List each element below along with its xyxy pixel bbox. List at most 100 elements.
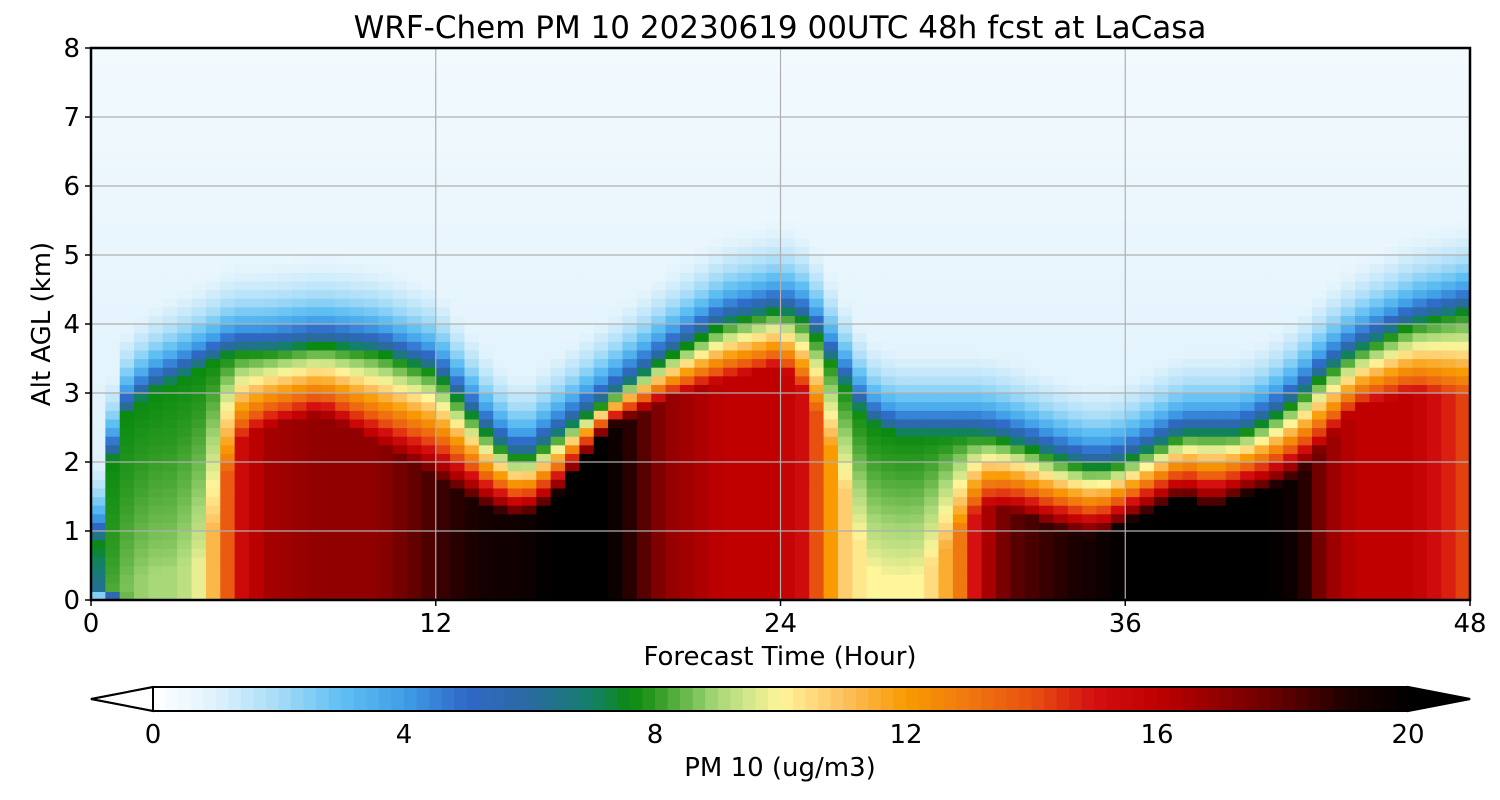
field-cell — [1096, 263, 1112, 273]
field-cell — [1096, 367, 1112, 377]
field-cell — [1096, 280, 1112, 291]
field-cell — [263, 237, 279, 247]
field-cell — [550, 263, 566, 273]
field-cell — [1211, 591, 1227, 600]
field-cell — [205, 220, 221, 230]
field-cell — [766, 91, 782, 101]
field-cell — [464, 358, 480, 368]
field-cell — [205, 513, 221, 523]
field-cell — [407, 548, 422, 558]
field-cell — [837, 522, 853, 532]
field-cell — [550, 410, 566, 420]
field-cell — [952, 531, 968, 541]
field-cell — [1125, 272, 1141, 282]
field-cell — [952, 574, 968, 584]
field-cell — [220, 298, 236, 308]
field-cell — [407, 108, 422, 118]
field-cell — [837, 211, 853, 222]
field-cell — [1182, 82, 1198, 92]
field-cell — [550, 375, 566, 385]
field-cell — [464, 531, 480, 541]
field-cell — [1010, 48, 1026, 58]
field-cell — [579, 574, 595, 584]
field-cell — [263, 418, 279, 429]
field-cell — [866, 556, 882, 567]
field-cell — [593, 548, 609, 558]
field-cell — [464, 125, 480, 135]
field-cell — [134, 108, 150, 118]
field-cell — [708, 341, 724, 351]
field-cell — [1039, 280, 1055, 291]
field-cell — [837, 410, 853, 420]
field-cell — [205, 565, 221, 575]
field-cell — [407, 332, 422, 342]
field-cell — [981, 48, 997, 58]
field-cell — [335, 263, 351, 273]
field-cell — [335, 211, 351, 222]
field-cell — [1197, 341, 1213, 351]
field-cell — [507, 358, 523, 368]
field-cell — [320, 487, 336, 498]
field-cell — [938, 255, 954, 265]
field-cell — [464, 375, 480, 385]
field-cell — [823, 444, 839, 454]
field-cell — [708, 117, 724, 127]
field-cell — [1110, 280, 1126, 291]
field-cell — [1153, 401, 1169, 411]
field-cell — [823, 462, 839, 472]
field-cell — [809, 591, 825, 600]
field-cell — [1153, 548, 1169, 558]
field-cell — [349, 324, 365, 334]
field-cell — [593, 462, 609, 472]
field-cell — [1024, 341, 1040, 351]
field-cell — [708, 332, 724, 342]
field-cell — [1096, 142, 1112, 153]
field-cell — [665, 289, 681, 299]
field-cell — [249, 142, 264, 153]
field-cell — [565, 186, 580, 196]
field-cell — [349, 229, 365, 239]
field-cell — [349, 341, 365, 351]
field-cell — [1010, 315, 1026, 325]
field-cell — [723, 487, 738, 498]
field-cell — [895, 487, 911, 498]
field-cell — [521, 73, 537, 84]
field-cell — [737, 134, 753, 144]
field-cell — [1197, 237, 1213, 247]
field-cell — [507, 194, 523, 204]
field-cell — [608, 203, 624, 213]
field-cell — [981, 91, 997, 101]
field-cell — [694, 229, 710, 239]
field-cell — [766, 255, 782, 265]
field-cell — [249, 194, 264, 204]
field-cell — [924, 556, 940, 567]
field-cell — [162, 591, 178, 600]
field-cell — [349, 220, 365, 230]
field-cell — [162, 349, 178, 360]
field-cell — [967, 556, 983, 567]
field-cell — [981, 134, 997, 144]
field-cell — [521, 203, 537, 213]
field-cell — [737, 48, 753, 58]
field-cell — [335, 522, 351, 532]
field-cell — [579, 582, 595, 592]
field-cell — [751, 237, 767, 247]
field-cell — [1110, 332, 1126, 342]
field-cell — [220, 280, 236, 291]
field-cell — [1197, 556, 1213, 567]
field-cell — [493, 358, 509, 368]
field-cell — [349, 332, 365, 342]
field-cell — [435, 160, 451, 170]
field-cell — [162, 82, 178, 92]
field-cell — [952, 168, 968, 178]
field-cell — [622, 410, 638, 420]
field-cell — [1024, 479, 1040, 489]
field-cell — [162, 168, 178, 178]
field-cell — [1067, 168, 1083, 178]
field-cell — [536, 48, 552, 58]
field-cell — [205, 393, 221, 403]
field-cell — [162, 125, 178, 135]
field-cell — [507, 203, 523, 213]
field-cell — [162, 393, 178, 403]
field-cell — [651, 246, 667, 256]
